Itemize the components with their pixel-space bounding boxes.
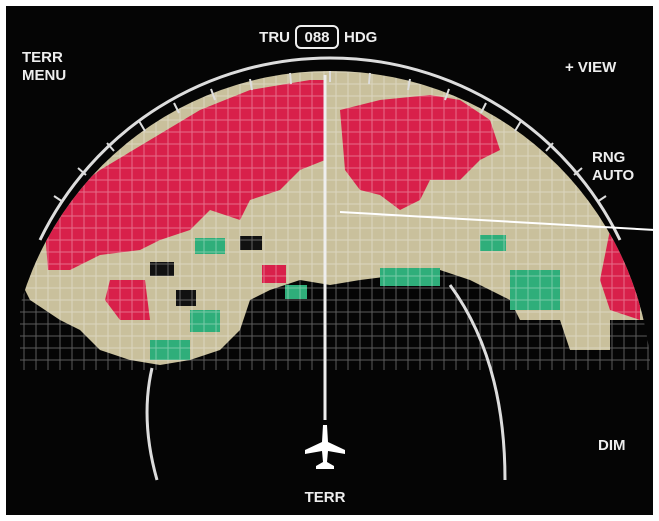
range-label: RNG [592, 149, 625, 166]
mode-label: TERR [305, 489, 346, 506]
heading-ref: HDG [344, 29, 377, 46]
view-button[interactable]: + VIEW [565, 59, 617, 76]
track-line [339, 211, 656, 231]
dim-button[interactable]: DIM [598, 437, 626, 454]
range-arc [38, 56, 622, 241]
heading-ref: TRU [259, 29, 290, 46]
aircraft-symbol [305, 425, 345, 469]
heading-value: 088 [304, 29, 329, 46]
heading-box [295, 25, 339, 49]
arc-ticks [53, 71, 607, 203]
menu-label[interactable]: MENU [22, 67, 66, 84]
range-curve-left [145, 367, 159, 481]
range-curve-right [448, 284, 507, 481]
range-label[interactable]: AUTO [592, 167, 635, 184]
menu-label: TERR [22, 49, 63, 66]
